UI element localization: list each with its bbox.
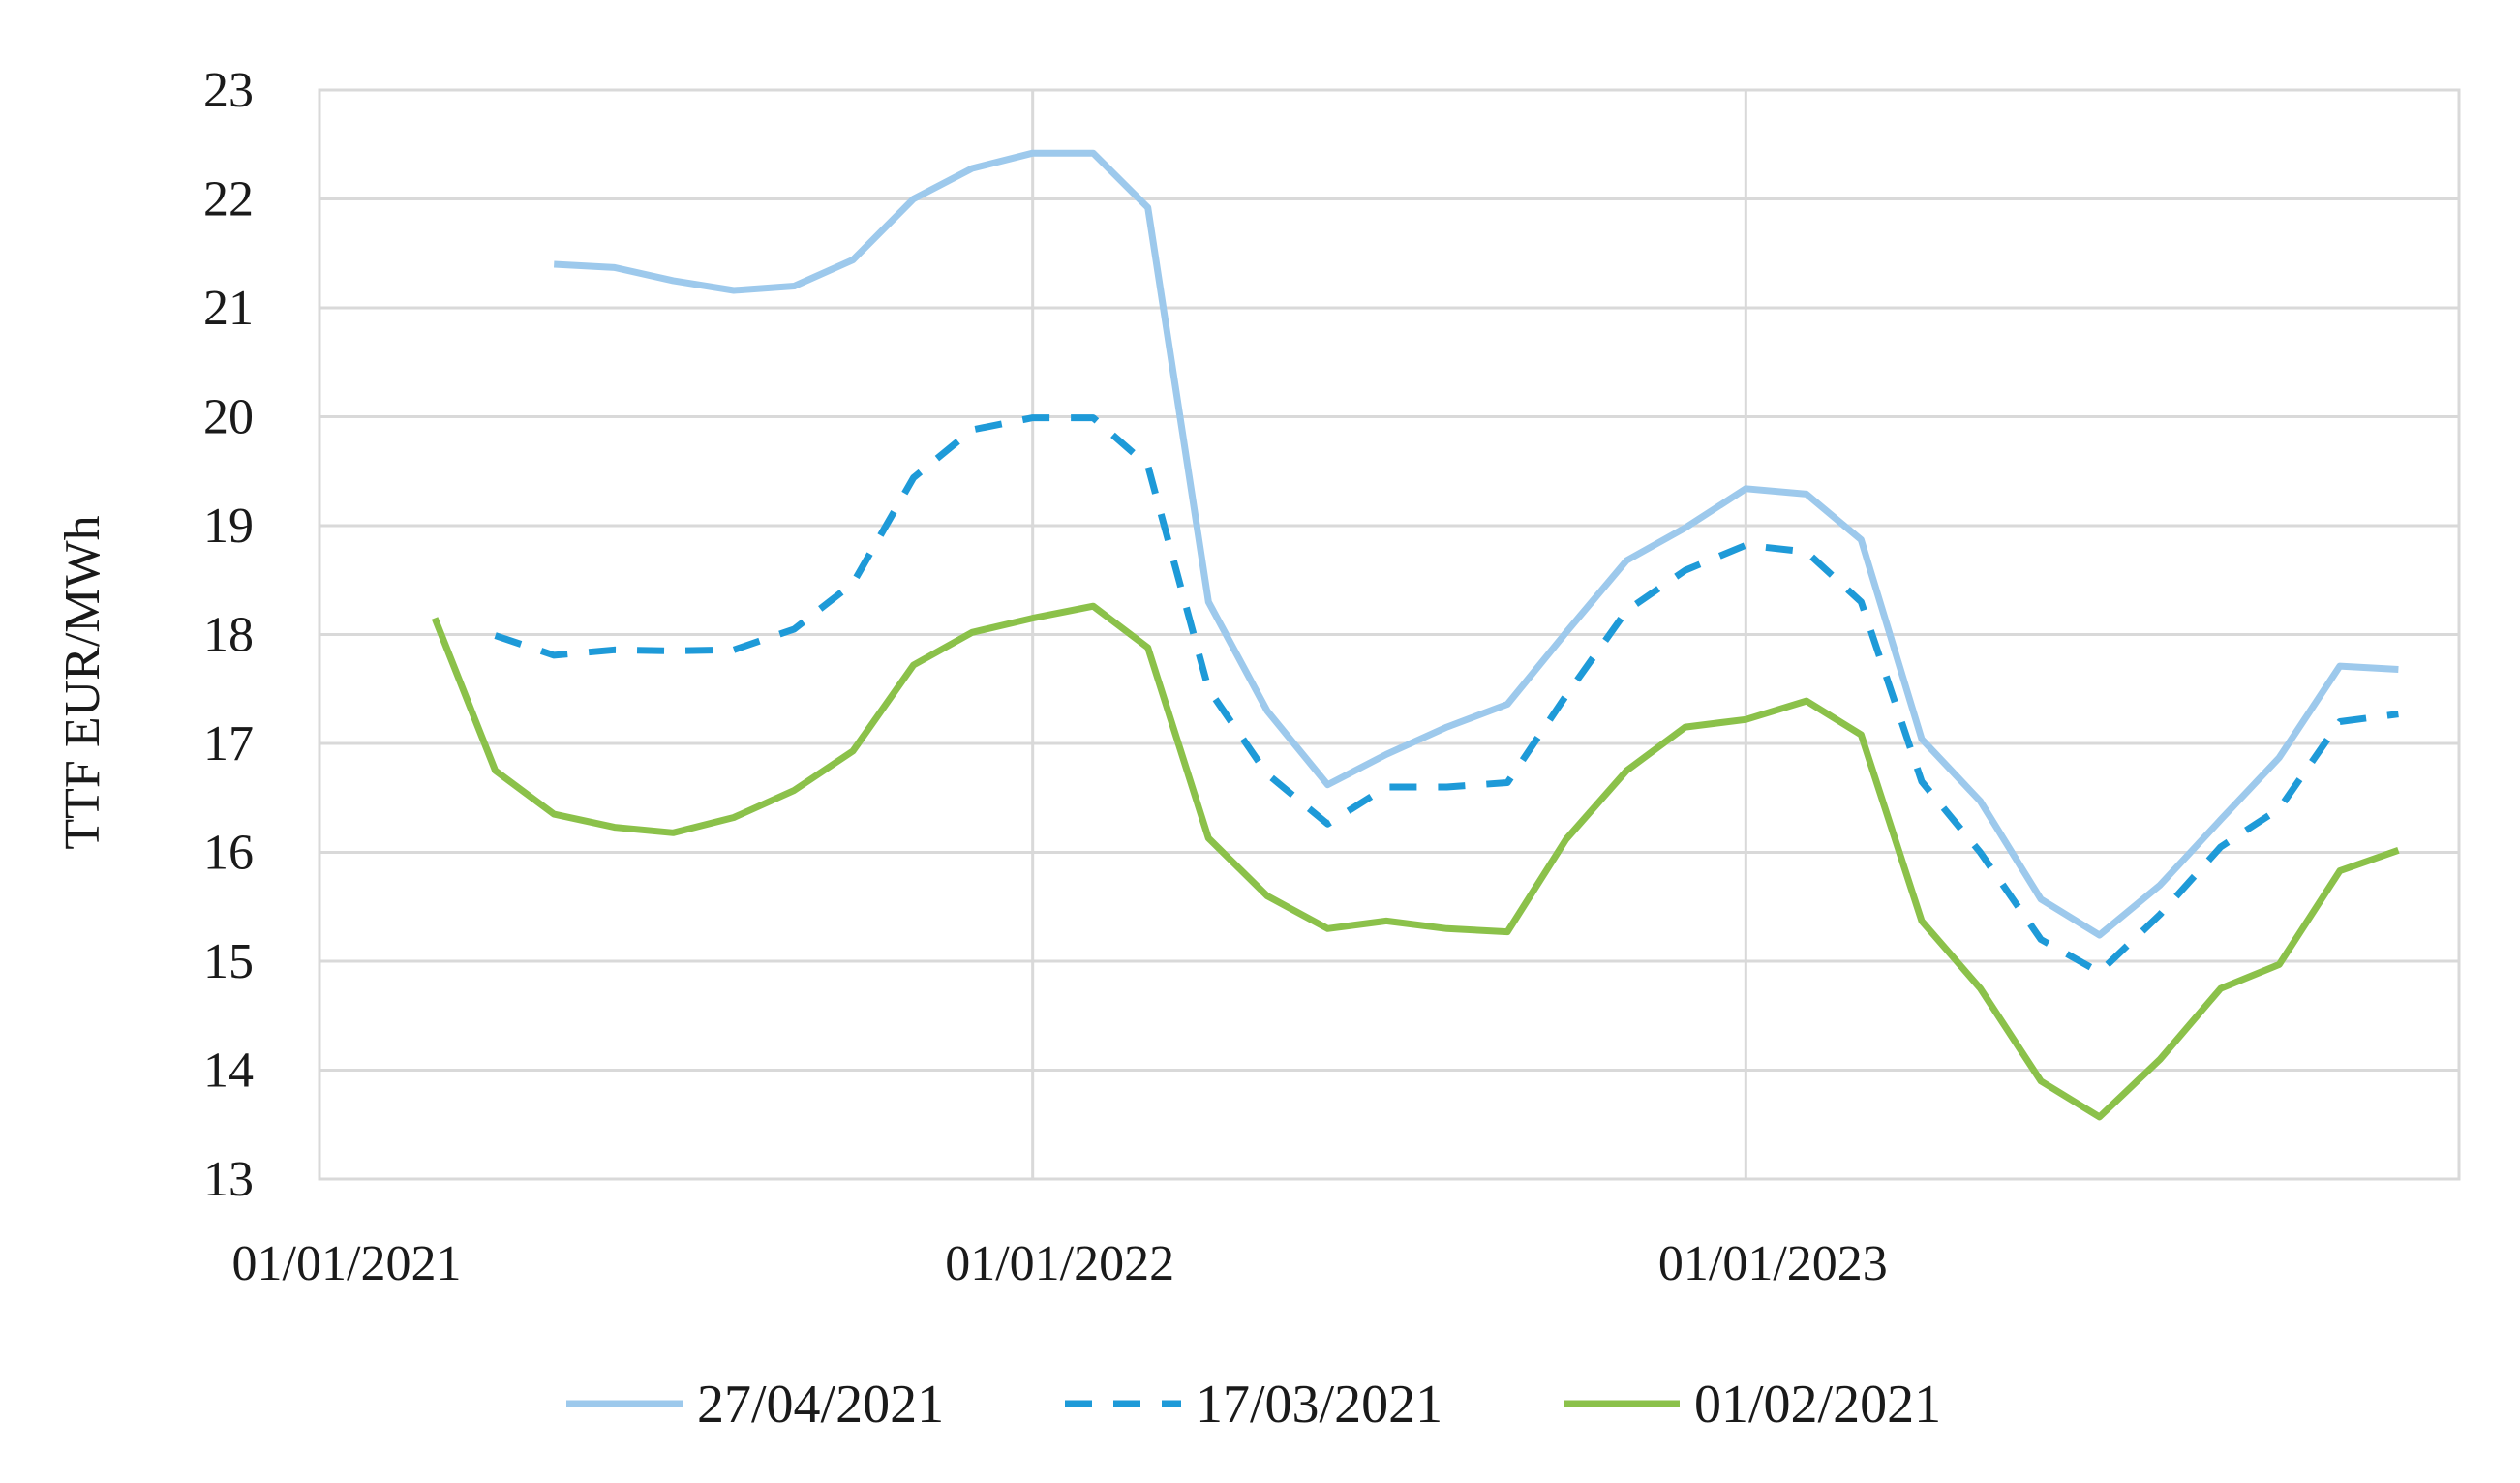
series-line-2: [494, 414, 2399, 976]
x-tick-label: 01/01/2021: [232, 1236, 462, 1291]
x-tick-label: 01/01/2022: [945, 1236, 1174, 1291]
legend-label: 01/02/2021: [1694, 1375, 1941, 1435]
gridlines: [318, 88, 2461, 1181]
x-tick-label: 01/01/2023: [1658, 1236, 1888, 1291]
y-tick-label: 13: [203, 1152, 254, 1207]
y-axis-title: TTF EUR/MWh: [55, 515, 110, 849]
legend-label: 27/04/2021: [697, 1375, 944, 1435]
y-tick-label: 18: [203, 608, 254, 663]
legend-label: 17/03/2021: [1196, 1375, 1442, 1435]
y-tick-label: 21: [203, 281, 254, 336]
y-tick-label: 14: [203, 1044, 254, 1099]
series-line-3: [431, 602, 2400, 1121]
y-tick-label: 20: [203, 390, 254, 445]
y-tick-label: 16: [203, 826, 254, 881]
y-tick-label: 17: [203, 716, 254, 772]
series-line-1: [554, 149, 2399, 939]
x-axis-tick-labels: 01/01/2021 01/01/2022 01/01/2023: [232, 1236, 1888, 1291]
y-tick-label: 19: [203, 499, 254, 554]
y-tick-label: 23: [203, 63, 254, 118]
y-tick-label: 22: [203, 172, 254, 227]
series-lines: [431, 149, 2400, 1121]
legend: 27/04/2021 17/03/2021 01/02/2021: [566, 1375, 1941, 1435]
y-axis-tick-labels: 13 14 15 16 17 18 19 20 21 22 23: [203, 63, 254, 1207]
y-tick-label: 15: [203, 934, 254, 989]
